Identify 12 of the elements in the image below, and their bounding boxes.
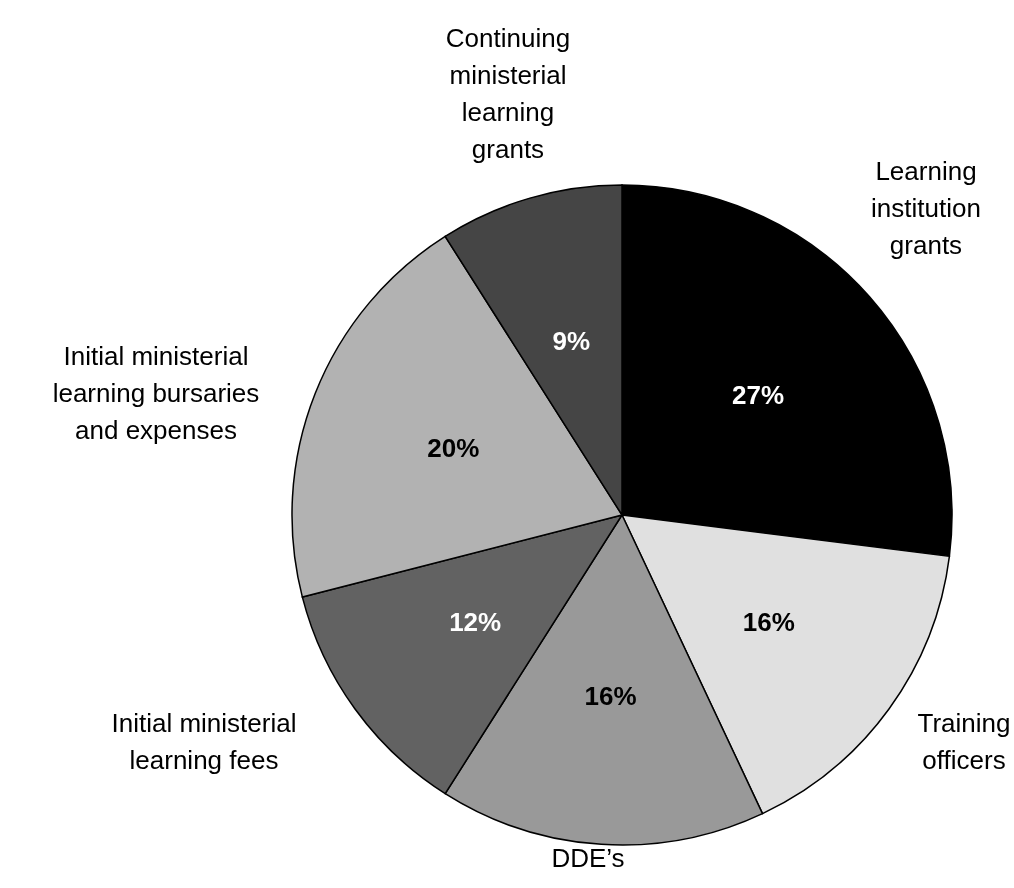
data-label: 27%: [732, 379, 785, 410]
slice-label: Training officers: [917, 707, 1011, 775]
data-label: 12%: [449, 606, 502, 637]
data-label: 20%: [427, 433, 480, 464]
slice-label: Continuing ministerial learning grants: [445, 22, 571, 164]
slice-label: Learning institution grants: [871, 156, 981, 260]
data-label: 16%: [742, 606, 795, 637]
data-label: 16%: [584, 681, 637, 712]
slice-label: Initial ministerial learning bursaries and expenses: [52, 341, 260, 445]
data-label: 9%: [552, 325, 591, 356]
slice-label: DDE’s: [551, 843, 625, 873]
slice-label: Initial ministerial learning fees: [111, 707, 297, 775]
